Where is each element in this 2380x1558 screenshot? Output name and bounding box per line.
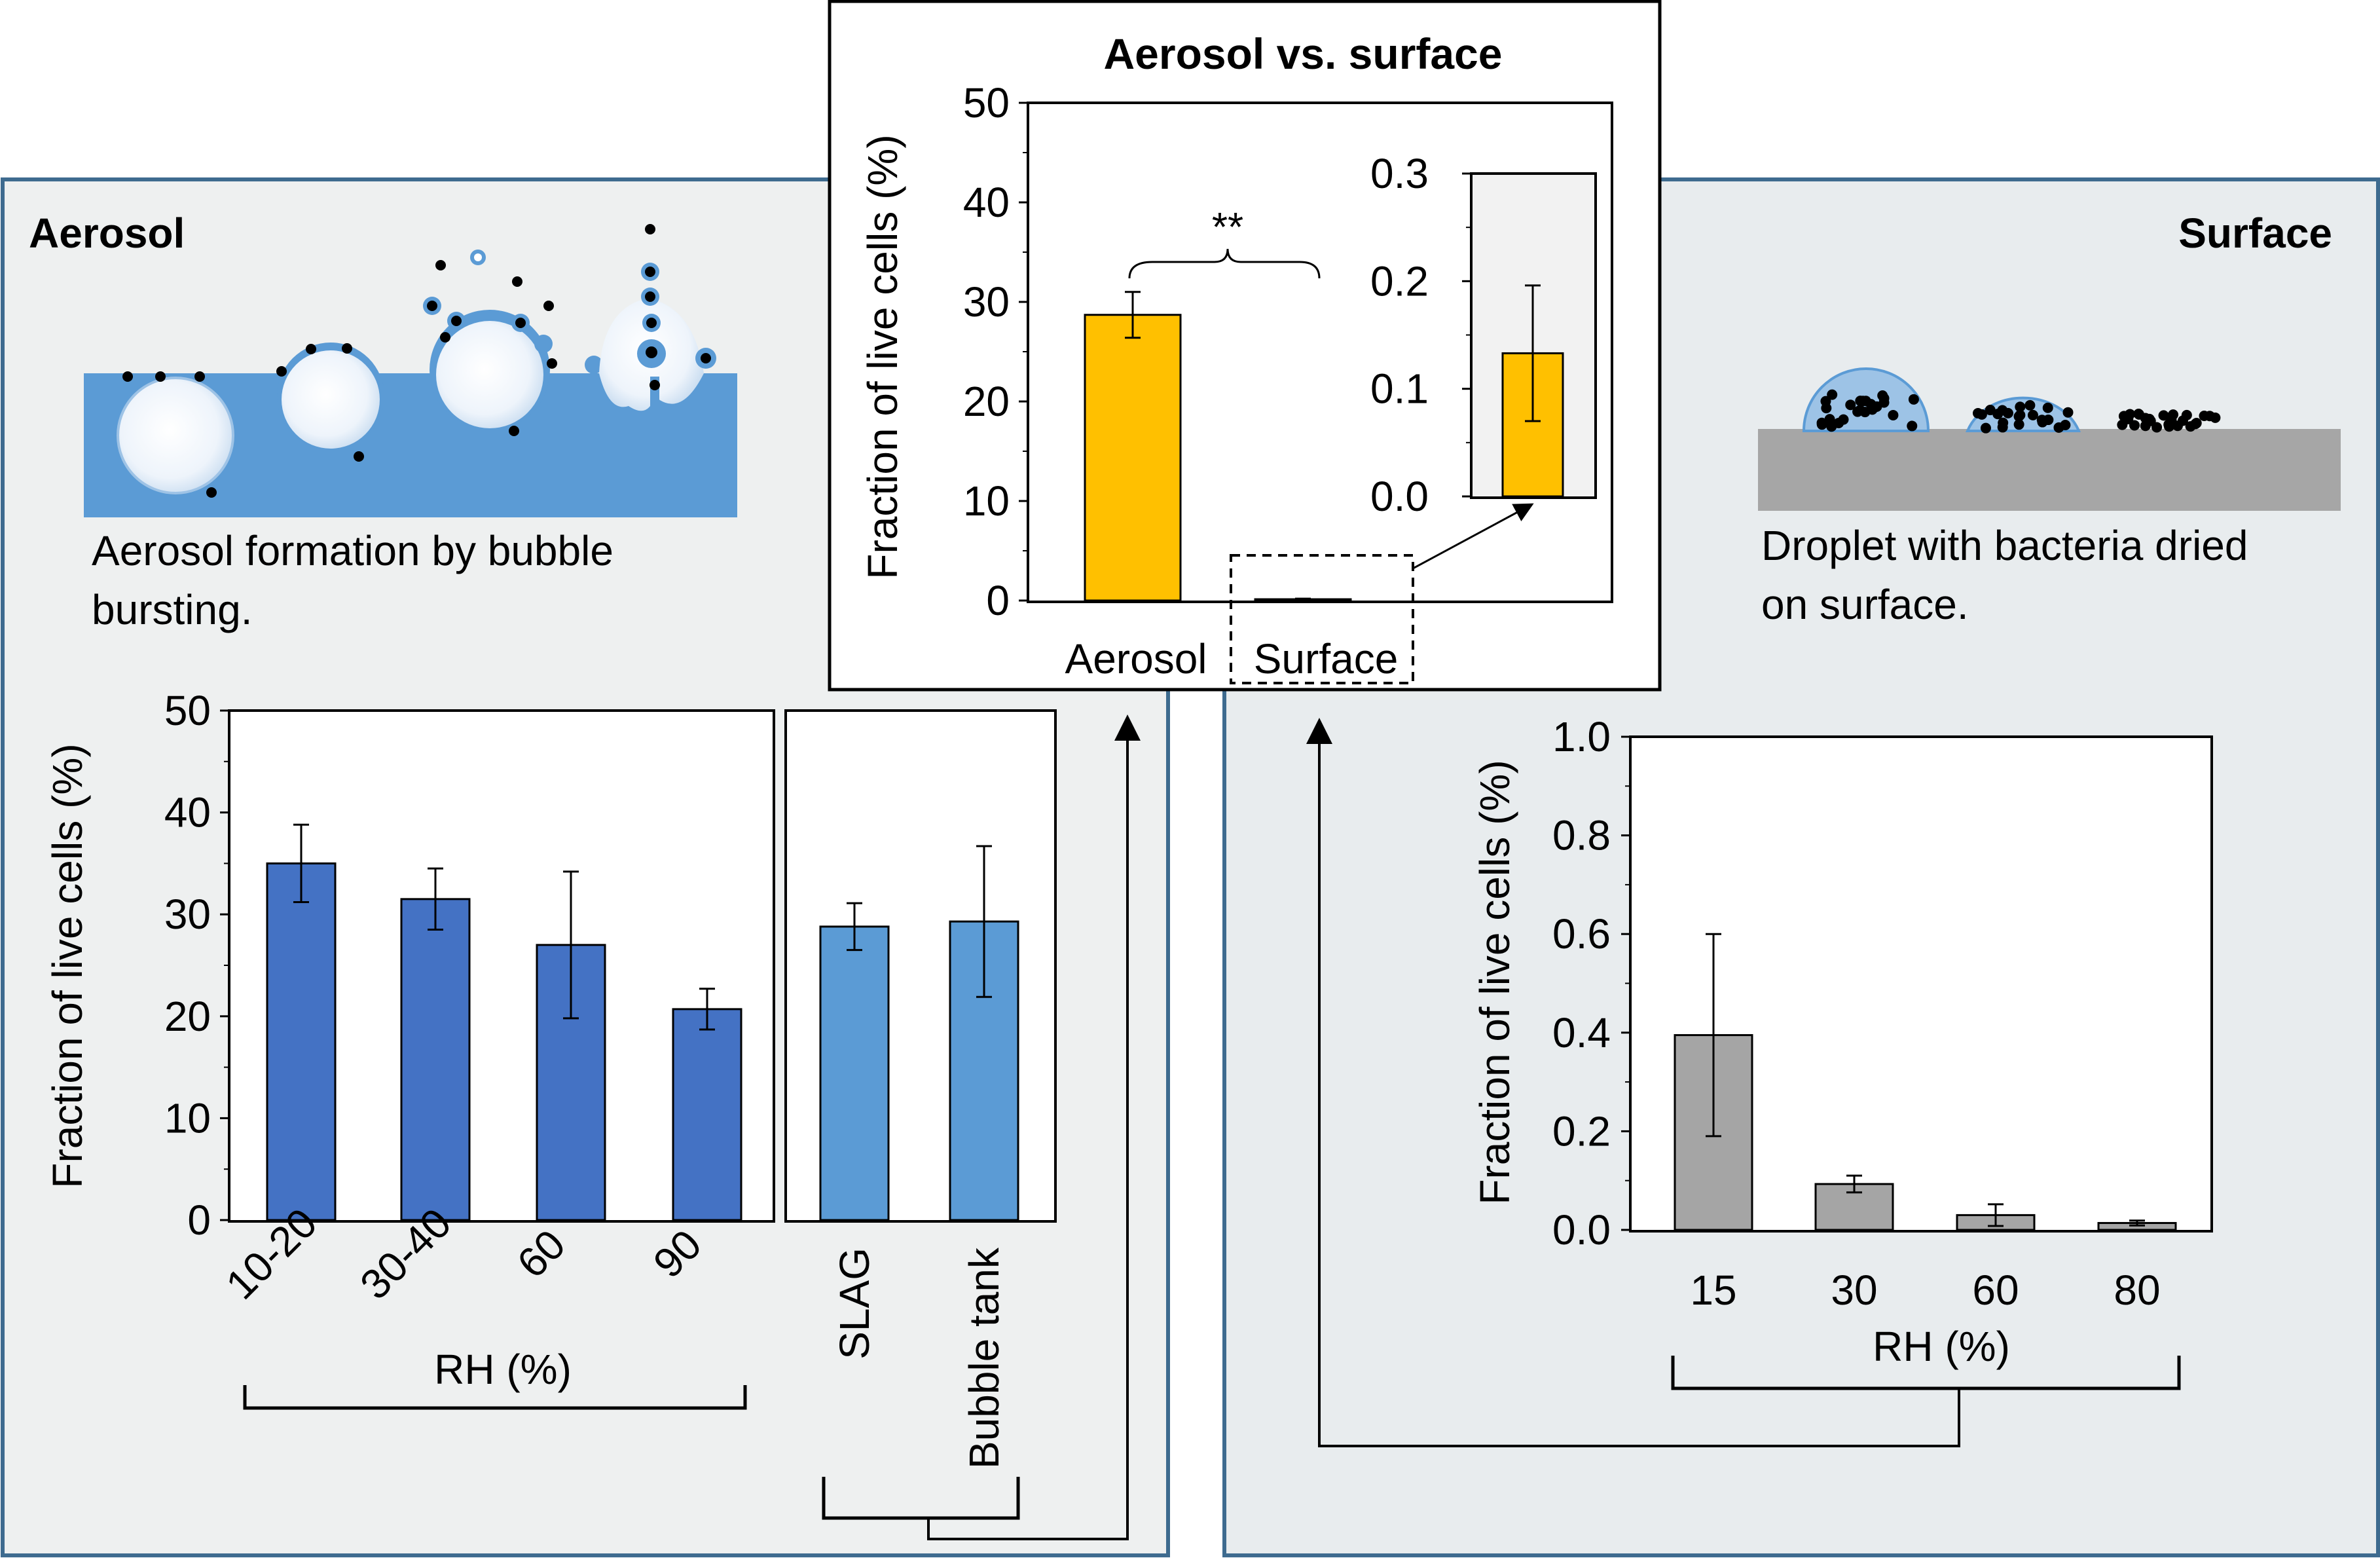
aerosol-rh-bar (266, 862, 337, 1221)
bacteria-dot (1852, 406, 1863, 417)
surface-rh-xtick-label: 60 (1972, 1267, 2019, 1314)
surface-inset-ytick-label: 0.1 (1370, 365, 1429, 413)
surface-rh-xlabel: RH (%) (1873, 1323, 2010, 1370)
bacteria-dot (1845, 399, 1856, 411)
bacteria-dot (1827, 389, 1838, 400)
bacteria-dot (1816, 419, 1827, 430)
surface-rh-ytick-label: 0.8 (1552, 812, 1611, 859)
surface-inset-ytick-label: 0.3 (1370, 150, 1429, 197)
significance-label: ** (1212, 205, 1243, 250)
aerosol-vs-surface-ytick-label: 10 (963, 477, 1010, 525)
aerosol-vs-surface-ytick-label: 0 (986, 577, 1010, 624)
aerosol-rh-ylabel: Fraction of live cells (%) (44, 743, 91, 1188)
surface-panel-title: Surface (2178, 210, 2332, 257)
bacteria-dot (1888, 409, 1899, 420)
bacteria-dot (1908, 394, 1919, 405)
aerosol-rh-ytick-label: 20 (164, 993, 211, 1040)
bacteria-dot (2015, 409, 2026, 420)
aerosol-vs-surface-ytick-label: 40 (963, 179, 1010, 226)
aerosol-caption-line1: Aerosol formation by bubble (92, 527, 613, 574)
bacteria-dot (1997, 422, 2008, 433)
connector-aerosol (927, 714, 1141, 1540)
bacteria-dot (1907, 420, 1918, 432)
bacteria-dot (1858, 396, 1869, 407)
surface-caption-line2: on surface. (1761, 581, 1969, 628)
surface-rh-ytick-label: 1.0 (1552, 713, 1611, 760)
bacteria-dot (2042, 402, 2053, 413)
surface-rh-ytick-label: 0.4 (1552, 1009, 1611, 1056)
bacteria-dot (2158, 410, 2169, 421)
surface-rh-xtick-label: 80 (2114, 1267, 2160, 1314)
aerosol-source-xtick-label: SLAG (831, 1248, 878, 1360)
bacteria-dot (2199, 411, 2210, 422)
aerosol-vs-surface-ytick-label: 20 (963, 378, 1010, 425)
aerosol-rh-ytick-label: 0 (187, 1196, 211, 1244)
bacteria-dot (2181, 409, 2192, 420)
aerosol-vs-surface-bar (1084, 314, 1182, 602)
bubble-bursting-illustration (84, 224, 737, 517)
zoom-box (1230, 554, 1414, 684)
surface-rh-chart: Fraction of live cells (%) 0.0 0.2 0.4 0.6 0… (1471, 713, 2213, 1390)
surface-inset-ytick-label: 0.0 (1370, 473, 1429, 520)
bacteria-dot (1980, 422, 1991, 434)
bacteria-dot (2117, 419, 2128, 430)
surface-caption-line1: Droplet with bacteria dried (1761, 522, 2248, 569)
significance-brace (1128, 248, 1321, 279)
bacteria-dot (2163, 419, 2174, 430)
bacteria-dot (2015, 401, 2026, 413)
surface-rh-xtick-label: 15 (1690, 1267, 1736, 1314)
bacteria-dot (2144, 413, 2155, 424)
aerosol-source-chart: SLAG Bubble tank (784, 709, 1057, 1520)
aerosol-vs-surface-xtick-label: Surface (1254, 635, 1399, 682)
bacteria-dot (2002, 407, 2013, 418)
bacteria-dot (2027, 409, 2038, 420)
bacteria-dot (2060, 419, 2071, 430)
aerosol-vs-surface-title: Aerosol vs. surface (1104, 29, 1503, 78)
aerosol-rh-bar (400, 898, 471, 1221)
surface-rh-ytick-label: 0.0 (1552, 1206, 1611, 1253)
aerosol-rh-ytick-label: 30 (164, 891, 211, 938)
dried-droplet-illustration (1758, 367, 2341, 511)
surface-inset-ytick-label: 0.2 (1370, 257, 1429, 305)
aerosol-panel-title: Aerosol (29, 210, 185, 257)
aerosol-rh-bar (672, 1008, 742, 1221)
aerosol-source-bar (819, 925, 890, 1221)
aerosol-vs-surface-xtick-label: Aerosol (1065, 635, 1207, 682)
bacteria-dot (1824, 414, 1835, 425)
bacteria-dot (2133, 409, 2144, 420)
aerosol-rh-ytick-label: 10 (164, 1094, 211, 1141)
bacteria-dot (1973, 407, 1984, 418)
aerosol-vs-surface-chart: Aerosol vs. surface Fraction of live cel… (828, 0, 1662, 692)
zoom-arrow (1412, 503, 1534, 570)
bacteria-dot (2037, 417, 2048, 428)
bacteria-dot (2024, 399, 2036, 411)
connector-surface (1306, 718, 1960, 1447)
bacteria-dot (1992, 409, 2004, 420)
surface-rh-ylabel: Fraction of live cells (%) (1471, 760, 1518, 1204)
bacteria-dot (2151, 422, 2163, 433)
aerosol-rh-xlabel: RH (%) (434, 1346, 572, 1393)
aerosol-vs-surface-ytick-label: 50 (963, 79, 1010, 126)
bacteria-dot (2191, 418, 2202, 429)
aerosol-vs-surface-ylabel: Fraction of live cells (%) (859, 134, 906, 579)
aerosol-vs-surface-ytick-label: 30 (963, 278, 1010, 325)
bacteria-dot (2129, 420, 2140, 431)
bacteria-dot (2062, 407, 2074, 418)
surface-rh-ytick-label: 0.6 (1552, 910, 1611, 957)
surface-rh-xtick-label: 30 (1831, 1267, 1877, 1314)
aerosol-rh-ytick-label: 50 (164, 687, 211, 734)
aerosol-rh-ytick-label: 40 (164, 789, 211, 836)
aerosol-caption-line2: bursting. (92, 586, 252, 633)
bacteria-dot (1833, 417, 1844, 428)
surface-rh-ytick-label: 0.2 (1552, 1107, 1611, 1155)
bacteria-dot (1821, 403, 1832, 414)
bacteria-dot (2013, 419, 2024, 430)
aerosol-source-xtick-label: Bubble tank (961, 1247, 1008, 1469)
bacteria-dot (1871, 401, 1882, 412)
